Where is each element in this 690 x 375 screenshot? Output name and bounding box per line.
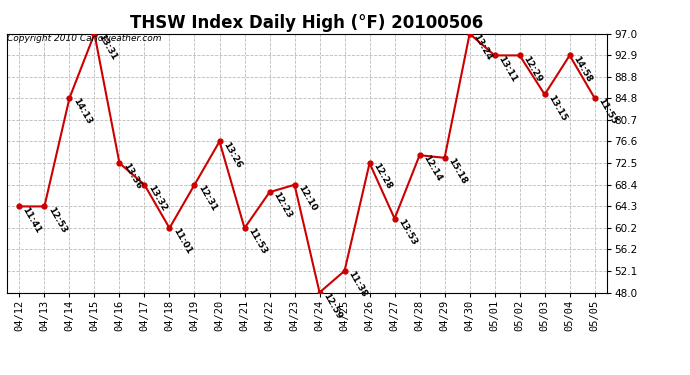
Text: 12:10: 12:10 [296, 183, 318, 213]
Text: 11:38: 11:38 [346, 270, 368, 299]
Text: 12:28: 12:28 [371, 162, 393, 191]
Text: 11:55: 11:55 [596, 97, 618, 126]
Text: 11:53: 11:53 [246, 227, 268, 256]
Text: 12:59: 12:59 [321, 291, 343, 321]
Text: 13:32: 13:32 [146, 183, 168, 213]
Text: 13:15: 13:15 [546, 93, 568, 122]
Text: 12:31: 12:31 [196, 183, 218, 213]
Text: 13:11: 13:11 [496, 54, 518, 83]
Text: 13:24: 13:24 [471, 32, 493, 62]
Text: Copyright 2010 Carloweather.com: Copyright 2010 Carloweather.com [7, 34, 161, 43]
Text: 11:41: 11:41 [21, 205, 43, 234]
Text: 13:26: 13:26 [221, 140, 243, 170]
Text: 12:14: 12:14 [421, 154, 443, 183]
Text: 13:36: 13:36 [121, 162, 143, 191]
Text: 12:53: 12:53 [46, 205, 68, 234]
Text: 15:18: 15:18 [446, 156, 468, 186]
Title: THSW Index Daily High (°F) 20100506: THSW Index Daily High (°F) 20100506 [130, 14, 484, 32]
Text: 12:23: 12:23 [271, 191, 293, 220]
Text: 13:31: 13:31 [96, 32, 118, 62]
Text: 11:01: 11:01 [171, 227, 193, 256]
Text: 14:13: 14:13 [71, 97, 93, 126]
Text: 14:58: 14:58 [571, 54, 593, 83]
Text: 13:53: 13:53 [396, 217, 418, 246]
Text: 12:29: 12:29 [521, 54, 543, 83]
